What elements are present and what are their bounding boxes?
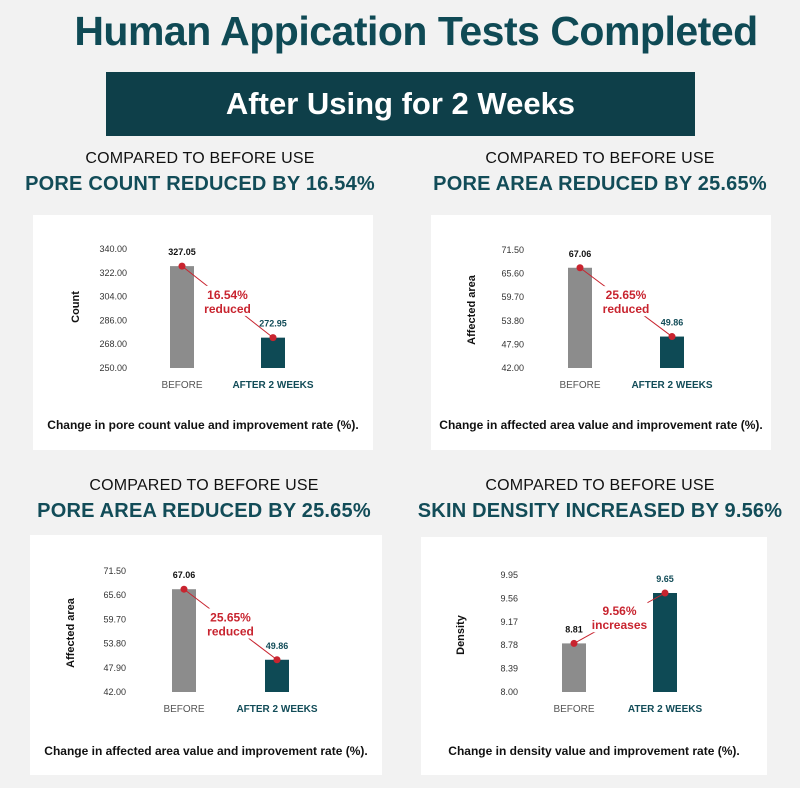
data-label: 49.86	[266, 641, 289, 651]
bar-after	[265, 659, 289, 692]
panel-1-chart: 250.00 268.00 286.00 304.00 322.00 340.00 Coun…	[70, 244, 314, 391]
y-tick-label: 286.00	[99, 315, 127, 325]
panel-1-subtitle: COMPARED TO BEFORE USE	[85, 150, 315, 167]
y-tick-label: 250.00	[99, 363, 127, 373]
point-before	[570, 639, 578, 647]
x-category-label: BEFORE	[559, 380, 600, 391]
panel-3-header: COMPARED TO BEFORE USE PORE AREA REDUCED…	[4, 477, 404, 523]
panel-1-header: COMPARED TO BEFORE USE PORE COUNT REDUCE…	[0, 150, 400, 196]
panel-2-subtitle: COMPARED TO BEFORE USE	[485, 150, 715, 167]
x-category-label: ATER 2 WEEKS	[628, 704, 703, 715]
data-label: 272.95	[259, 319, 287, 329]
y-tick-label: 53.80	[501, 316, 524, 326]
bar-before	[172, 589, 196, 692]
panel-3-subtitle: COMPARED TO BEFORE USE	[89, 477, 319, 494]
banner: After Using for 2 Weeks	[106, 72, 695, 136]
annotation-bg	[591, 602, 648, 633]
data-label: 8.81	[565, 624, 583, 634]
panel-4-chart: 8.00 8.39 8.78 9.17 9.56 9.95 Density 8.81 BEFOR…	[455, 570, 703, 715]
data-label: 49.86	[661, 318, 684, 328]
panel-2-headline: PORE AREA REDUCED BY 25.65%	[433, 173, 767, 195]
panel-1-chart-card: 250.00 268.00 286.00 304.00 322.00 340.00 Coun…	[33, 215, 373, 450]
panel-4-headline: SKIN DENSITY INCREASED BY 9.56%	[417, 500, 783, 522]
panel-3-chart-card: 42.00 47.90 53.80 59.70 65.60 71.50 Affected a…	[30, 535, 382, 775]
panel-2-caption: Change in affected area value and improv…	[439, 418, 763, 432]
x-category-label: AFTER 2 WEEKS	[631, 380, 712, 391]
annotation-text: increases	[592, 618, 648, 632]
annotation-text: reduced	[204, 302, 251, 316]
data-label: 67.06	[569, 249, 592, 259]
y-tick-label: 340.00	[99, 244, 127, 254]
panel-3-chart: 42.00 47.90 53.80 59.70 65.60 71.50 Affected a…	[65, 566, 318, 715]
y-tick-label: 42.00	[103, 687, 126, 697]
annotation-percent: 25.65%	[606, 288, 647, 302]
data-label: 9.65	[656, 574, 674, 584]
annotation-text: reduced	[603, 302, 650, 316]
y-tick-label: 65.60	[103, 590, 126, 600]
y-tick-label: 9.17	[500, 617, 518, 627]
annotation-bg	[202, 608, 259, 639]
y-tick-label: 268.00	[99, 339, 127, 349]
y-tick-label: 8.00	[500, 687, 518, 697]
panel-1-caption: Change in pore count value and improveme…	[47, 418, 359, 432]
y-tick-label: 53.80	[103, 639, 126, 649]
data-label: 67.06	[173, 570, 196, 580]
y-tick-label: 47.90	[501, 339, 524, 349]
panel-3-headline: PORE AREA REDUCED BY 25.65%	[37, 500, 371, 522]
y-tick-label: 71.50	[501, 245, 524, 255]
point-before	[576, 264, 584, 272]
panel-2-chart: 42.00 47.90 53.80 59.70 65.60 71.50 Affected a…	[466, 245, 713, 391]
panel-4-header: COMPARED TO BEFORE USE SKIN DENSITY INCR…	[400, 477, 800, 523]
bar-before	[568, 267, 592, 368]
y-axis-label: Count	[70, 291, 82, 323]
y-tick-label: 322.00	[99, 268, 127, 278]
y-tick-label: 9.95	[500, 570, 518, 580]
y-tick-label: 8.39	[500, 664, 518, 674]
panel-4-chart-card: 8.00 8.39 8.78 9.17 9.56 9.95 Density 8.81 BEFOR…	[421, 537, 767, 775]
annotation-percent: 25.65%	[210, 610, 251, 624]
y-axis-label: Density	[455, 614, 467, 655]
bar-after	[660, 336, 684, 368]
panel-4-caption: Change in density value and improvement …	[448, 744, 740, 758]
panel-1-headline: PORE COUNT REDUCED BY 16.54%	[25, 173, 375, 195]
point-after	[661, 589, 669, 597]
annotation-text: reduced	[207, 624, 254, 638]
banner-text: After Using for 2 Weeks	[225, 86, 576, 121]
point-after	[668, 333, 676, 341]
annotation-percent: 16.54%	[207, 288, 248, 302]
y-tick-label: 42.00	[501, 363, 524, 373]
y-tick-label: 304.00	[99, 292, 127, 302]
y-tick-label: 8.78	[500, 640, 518, 650]
y-tick-label: 47.90	[103, 663, 126, 673]
y-axis-label: Affected area	[466, 274, 478, 345]
bar-after	[261, 337, 285, 368]
point-after	[273, 656, 281, 664]
panel-2-header: COMPARED TO BEFORE USE PORE AREA REDUCED…	[400, 150, 800, 196]
y-tick-label: 9.56	[500, 593, 518, 603]
point-before	[180, 585, 188, 593]
y-tick-label: 59.70	[501, 292, 524, 302]
x-category-label: BEFORE	[553, 704, 594, 715]
y-tick-label: 71.50	[103, 566, 126, 576]
x-category-label: BEFORE	[161, 380, 202, 391]
data-label: 327.05	[168, 247, 196, 257]
bar-before	[562, 643, 586, 692]
panel-3-caption: Change in affected area value and improv…	[44, 744, 368, 758]
y-tick-label: 59.70	[103, 614, 126, 624]
x-category-label: BEFORE	[163, 704, 204, 715]
point-before	[178, 262, 186, 270]
y-axis-label: Affected area	[65, 597, 77, 668]
bar-after	[653, 593, 677, 692]
x-category-label: AFTER 2 WEEKS	[236, 704, 317, 715]
panel-4-subtitle: COMPARED TO BEFORE USE	[485, 477, 715, 494]
annotation-bg	[598, 286, 654, 317]
x-category-label: AFTER 2 WEEKS	[232, 380, 313, 391]
point-after	[269, 334, 277, 342]
panel-2-chart-card: 42.00 47.90 53.80 59.70 65.60 71.50 Affected a…	[431, 215, 771, 450]
bar-before	[170, 266, 194, 368]
page-title: Human Appication Tests Completed	[74, 8, 758, 54]
annotation-percent: 9.56%	[602, 604, 636, 618]
y-tick-label: 65.60	[501, 269, 524, 279]
annotation-bg	[199, 285, 256, 316]
